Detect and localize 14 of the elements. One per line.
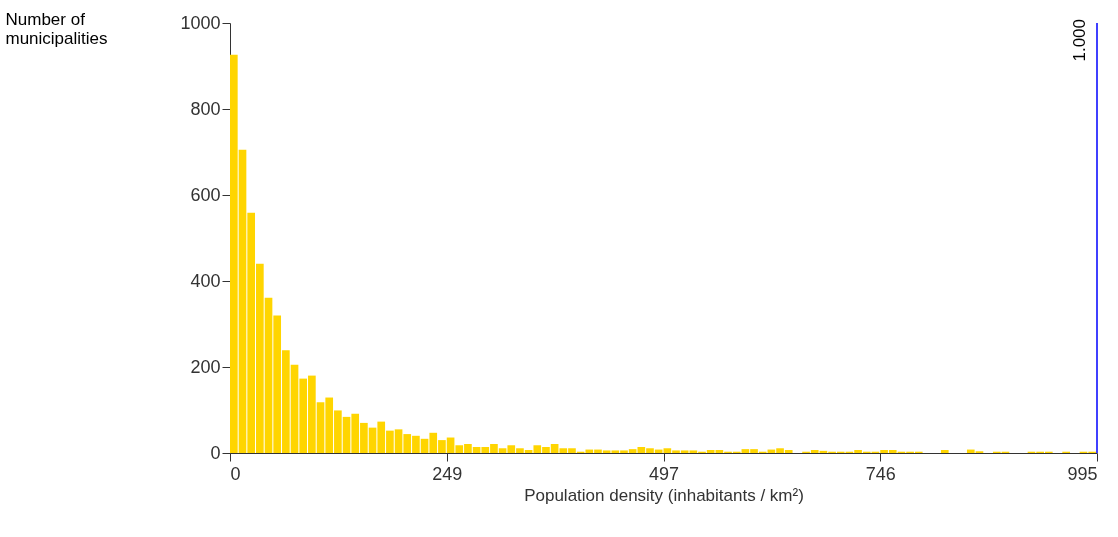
x-axis-title: Population density (inhabitants / km²) [524, 485, 804, 505]
y-tick-label: 0 [210, 442, 221, 463]
x-tick-label: 497 [648, 463, 680, 484]
y-tick-label: 1000 [180, 12, 221, 33]
annotation: 1.000 [1070, 19, 1089, 62]
x-tick-label: 0 [230, 463, 241, 484]
x-tick-label: 249 [432, 463, 463, 484]
x-tick-label: 746 [865, 463, 896, 484]
y-tick-label: 800 [190, 98, 221, 119]
x-tick-label: 995 [1067, 463, 1098, 484]
y-axis-title: Number of municipalities [5, 9, 108, 48]
y-tick-label: 600 [190, 184, 221, 205]
y-tick-label: 200 [190, 356, 221, 377]
y-tick-label: 400 [190, 270, 221, 291]
